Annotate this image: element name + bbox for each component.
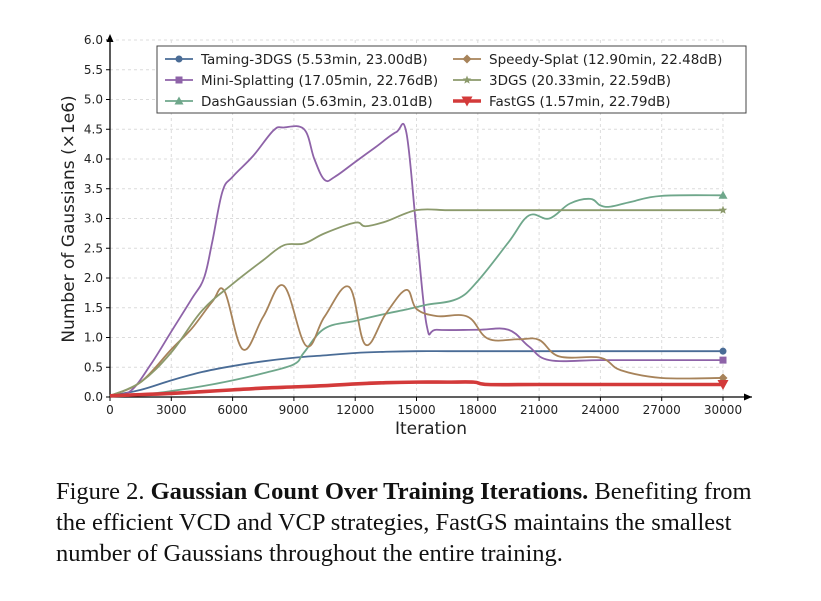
x-tick-label: 12000: [336, 403, 374, 417]
axes: 0 3000 6000 9000 12000 15000 18000 21000 24000 27…: [84, 33, 752, 417]
y-tick-label: 1.5: [84, 301, 103, 315]
series-line-0: [109, 350, 723, 397]
series-line-2: [109, 194, 724, 397]
gaussian-count-chart: 0 3000 6000 9000 12000 15000 18000 21000 24000 27…: [59, 33, 752, 439]
legend-marker-1: [175, 76, 183, 84]
caption-prefix: Figure 2.: [56, 478, 151, 505]
y-tick-label: 0.0: [84, 390, 103, 404]
series-lines: [109, 122, 729, 398]
series-line-1: [109, 122, 723, 397]
y-tick-label: 1.0: [84, 331, 103, 345]
series-end-marker-4: [718, 205, 728, 214]
x-tick-label: 24000: [581, 403, 619, 417]
legend-label-1: Mini-Splatting (17.05min, 22.76dB): [201, 73, 438, 89]
y-tick-label: 2.0: [84, 271, 103, 285]
legend-label-0: Taming-3DGS (5.53min, 23.00dB): [200, 52, 428, 68]
series-end-marker-1: [719, 356, 727, 364]
legend: Taming-3DGS (5.53min, 23.00dB) Mini-Splat…: [156, 45, 747, 114]
y-tick-label: 3.0: [84, 212, 103, 226]
y-tick-label: 6.0: [84, 33, 103, 47]
caption-title: Gaussian Count Over Training Iterations.: [150, 478, 589, 505]
x-tick-label: 6000: [217, 403, 248, 417]
x-tick-label: 18000: [459, 403, 497, 417]
y-tick-label: 0.5: [84, 360, 103, 374]
x-tick-label: 27000: [643, 403, 681, 417]
x-axis-arrow: [744, 393, 752, 401]
y-axis-label: Number of Gaussians (×1e6): [59, 95, 79, 342]
series-end-marker-2: [718, 190, 728, 199]
legend-marker-4: [462, 75, 472, 84]
x-tick-label: 9000: [279, 403, 310, 417]
x-axis-label: Iteration: [395, 419, 467, 439]
x-tick-label: 3000: [156, 403, 187, 417]
y-tick-label: 4.5: [84, 122, 103, 136]
y-axis-arrow: [106, 34, 114, 42]
legend-marker-3: [462, 54, 472, 64]
y-tick-label: 4.0: [84, 152, 103, 166]
x-tick-label: 30000: [704, 403, 742, 417]
x-tick-label: 15000: [397, 403, 435, 417]
x-tick-label: 0: [106, 403, 114, 417]
legend-label-2: DashGaussian (5.63min, 23.01dB): [201, 94, 433, 110]
series-line-5: [109, 380, 723, 398]
y-tick-label: 5.5: [84, 63, 103, 77]
caption-text: Benefiting from the efficient VCD and VC…: [56, 478, 752, 567]
x-tick-label: 21000: [520, 403, 558, 417]
legend-label-4: 3DGS (20.33min, 22.59dB): [489, 73, 671, 89]
y-tick-label: 2.5: [84, 241, 103, 255]
y-tick-label: 3.5: [84, 182, 103, 196]
series-end-marker-5: [717, 380, 729, 391]
series-line-4: [109, 208, 723, 397]
legend-marker-0: [175, 55, 183, 63]
figure-caption: Figure 2. Gaussian Count Over Training I…: [56, 476, 776, 569]
legend-label-5: FastGS (1.57min, 22.79dB): [489, 94, 671, 110]
series-end-marker-0: [719, 347, 727, 355]
legend-marker-5: [461, 96, 473, 107]
legend-box: [156, 45, 747, 114]
y-tick-label: 5.0: [84, 93, 103, 107]
legend-label-3: Speedy-Splat (12.90min, 22.48dB): [489, 52, 722, 68]
legend-marker-2: [174, 96, 184, 105]
